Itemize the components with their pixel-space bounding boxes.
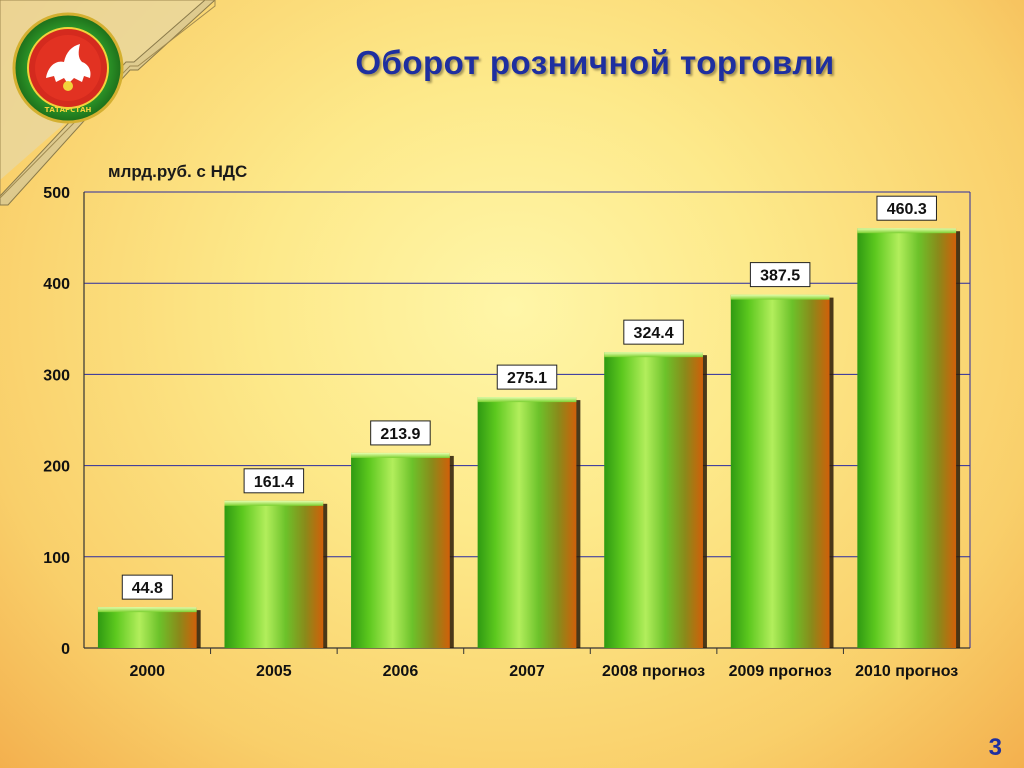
y-tick-label: 0 <box>61 641 70 658</box>
axes: 0 100 200 300 400 500 2000 2005 2006 2007 2008 про… <box>43 185 971 680</box>
x-tick-label: 2006 <box>383 663 419 680</box>
data-label-box <box>496 364 558 390</box>
x-tick-label: 2000 <box>129 663 165 680</box>
y-tick-label: 400 <box>43 276 70 293</box>
tatarstan-emblem-icon: ТАТАРСТАН <box>12 12 124 124</box>
y-tick-label: 500 <box>43 185 70 202</box>
bar <box>730 294 830 648</box>
x-tick-label: 2009 прогноз <box>729 663 832 680</box>
data-label-box <box>623 319 684 345</box>
bar <box>604 352 703 648</box>
bars <box>97 228 961 648</box>
data-label-box <box>121 574 173 600</box>
x-tick-label: 2008 прогноз <box>602 663 705 680</box>
y-tick-label: 200 <box>43 459 70 476</box>
bar <box>477 397 577 648</box>
y-axis-unit-label: млрд.руб. с НДС <box>108 162 248 181</box>
slide-title: Оборот розничной торговли <box>355 44 835 81</box>
data-label: 275.1 <box>507 370 547 387</box>
data-label: 213.9 <box>380 426 420 443</box>
bar-cap <box>224 500 324 506</box>
x-tick-label: 2007 <box>509 663 545 680</box>
bar <box>97 607 197 648</box>
bar-cap <box>604 352 703 358</box>
page-number: 3 <box>988 734 1002 761</box>
bar <box>857 228 957 648</box>
y-tick-label: 300 <box>43 367 70 384</box>
data-label: 324.4 <box>634 325 674 342</box>
bar-cap <box>351 452 450 458</box>
data-label-box <box>243 468 305 494</box>
bar-cap <box>857 228 957 234</box>
data-label: 44.8 <box>132 580 163 597</box>
data-label: 460.3 <box>887 201 927 218</box>
data-label: 387.5 <box>760 268 800 285</box>
data-label-box <box>370 420 431 446</box>
data-label: 161.4 <box>254 474 294 491</box>
x-tick-label: 2005 <box>256 663 292 680</box>
svg-text:ТАТАРСТАН: ТАТАРСТАН <box>45 106 92 114</box>
bar-cap <box>477 397 577 403</box>
data-labels: 44.8 161.4 213.9 275.1 324.4 387.5 460.3 <box>121 195 937 600</box>
y-tick-label: 100 <box>43 550 70 567</box>
bar <box>224 500 324 648</box>
bar <box>351 452 450 648</box>
bar-cap <box>97 607 197 613</box>
data-label-box <box>876 195 937 221</box>
x-tick-label: 2010 прогноз <box>855 663 958 680</box>
bar-cap <box>730 294 830 300</box>
data-label-box <box>749 262 811 288</box>
